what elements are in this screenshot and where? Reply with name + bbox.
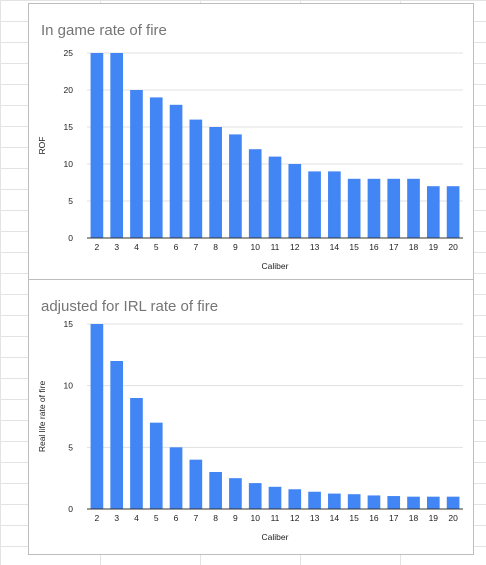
- x-tick-label: 18: [409, 242, 419, 252]
- x-tick-label: 6: [174, 242, 179, 252]
- x-tick-label: 5: [154, 242, 159, 252]
- x-tick-label: 3: [114, 242, 119, 252]
- bar-18[interactable]: [407, 178, 420, 238]
- bar-6[interactable]: [169, 447, 183, 509]
- y-tick-label: 0: [68, 504, 73, 514]
- x-tick-label: 2: [95, 513, 100, 523]
- x-tick-label: 11: [271, 513, 280, 523]
- bar-9[interactable]: [229, 478, 242, 509]
- y-tick-label: 10: [64, 381, 74, 391]
- bar-3[interactable]: [110, 53, 124, 238]
- x-tick-label: 14: [330, 513, 340, 523]
- bar-6[interactable]: [169, 104, 183, 238]
- y-axis-title: Real life rate of fire: [37, 381, 47, 453]
- x-axis-title: Caliber: [262, 261, 289, 271]
- x-tick-label: 7: [193, 513, 198, 523]
- x-tick-label: 2: [95, 242, 100, 252]
- bar-chart-rof: 0 5 10 15 20 25 2 3 4 5 6 7 8 9 10 11 12 13 14 15 16 17 18 19 20…: [37, 48, 463, 271]
- x-tick-label: 13: [310, 242, 320, 252]
- chart-title: In game rate of fire: [41, 22, 167, 39]
- bar-15[interactable]: [347, 178, 361, 238]
- bar-3[interactable]: [110, 361, 124, 509]
- bar-10[interactable]: [248, 149, 262, 238]
- bar-8[interactable]: [209, 472, 222, 509]
- bar-20[interactable]: [446, 186, 460, 238]
- bar-8[interactable]: [209, 127, 222, 238]
- bar-4[interactable]: [130, 90, 143, 238]
- x-tick-label: 17: [389, 513, 399, 523]
- x-tick-label: 15: [349, 513, 359, 523]
- y-axis-title: ROF: [37, 137, 47, 155]
- bar-13[interactable]: [308, 171, 321, 238]
- y-tick-label: 25: [64, 48, 74, 58]
- y-tick-label: 10: [64, 159, 74, 169]
- x-tick-label: 19: [429, 242, 439, 252]
- x-tick-label: 8: [213, 513, 218, 523]
- bar-12[interactable]: [288, 164, 302, 238]
- x-tick-label: 7: [193, 242, 198, 252]
- x-tick-label: 13: [310, 513, 320, 523]
- x-tick-label: 4: [134, 513, 139, 523]
- x-tick-label: 20: [448, 513, 458, 523]
- bar-17[interactable]: [387, 178, 401, 238]
- bar-19[interactable]: [426, 496, 440, 509]
- x-tick-label: 16: [369, 513, 379, 523]
- bar-9[interactable]: [229, 134, 242, 238]
- bar-12[interactable]: [288, 489, 302, 509]
- x-tick-label: 14: [330, 242, 340, 252]
- x-tick-label: 20: [448, 242, 458, 252]
- bar-14[interactable]: [328, 171, 341, 238]
- bar-16[interactable]: [367, 178, 381, 238]
- bar-16[interactable]: [367, 495, 381, 509]
- x-axis-title: Caliber: [262, 532, 289, 542]
- bar-14[interactable]: [328, 493, 341, 509]
- x-tick-label: 12: [290, 513, 300, 523]
- x-tick-label: 4: [134, 242, 139, 252]
- y-tick-label: 15: [64, 122, 74, 132]
- bar-19[interactable]: [426, 186, 440, 238]
- y-tick-label: 5: [68, 442, 73, 452]
- bar-5[interactable]: [149, 422, 163, 509]
- bar-15[interactable]: [347, 494, 361, 509]
- bar-2[interactable]: [90, 53, 104, 238]
- bar-5[interactable]: [149, 97, 163, 239]
- x-tick-label: 3: [114, 513, 119, 523]
- x-tick-label: 19: [429, 513, 439, 523]
- x-tick-label: 12: [290, 242, 300, 252]
- x-tick-label: 9: [233, 242, 238, 252]
- y-tick-label: 5: [68, 196, 73, 206]
- bar-10[interactable]: [248, 483, 262, 509]
- bar-chart-irl-rof: 0 5 10 15 2 3 4 5 6 7 8 9 10 11 12 13 14 15 16 17 18 19 20 Cali…: [37, 319, 463, 542]
- chart-panel-irl-rof[interactable]: adjusted for IRL rate of fire 0 5 10 15 2 3 4 5…: [28, 279, 474, 555]
- bar-11[interactable]: [268, 486, 282, 509]
- x-tick-label: 9: [233, 513, 238, 523]
- x-tick-label: 10: [250, 513, 260, 523]
- bar-7[interactable]: [189, 459, 203, 509]
- bar-7[interactable]: [189, 119, 203, 238]
- y-tick-label: 0: [68, 233, 73, 243]
- x-tick-label: 6: [174, 513, 179, 523]
- x-tick-label: 11: [271, 242, 280, 252]
- x-tick-label: 16: [369, 242, 379, 252]
- bar-11[interactable]: [268, 156, 282, 238]
- bar-20[interactable]: [446, 496, 460, 509]
- bar-18[interactable]: [407, 496, 420, 509]
- bar-13[interactable]: [308, 491, 321, 509]
- x-tick-label: 10: [250, 242, 260, 252]
- bar-2[interactable]: [90, 324, 104, 509]
- y-tick-label: 20: [64, 85, 74, 95]
- x-tick-label: 8: [213, 242, 218, 252]
- x-tick-label: 15: [349, 242, 359, 252]
- chart-panel-rof[interactable]: In game rate of fire 0 5 10 15 20 25 2 3 4 5 6 7 8 9 1…: [28, 3, 474, 280]
- x-tick-label: 18: [409, 513, 419, 523]
- x-tick-label: 17: [389, 242, 399, 252]
- y-tick-label: 15: [64, 319, 74, 329]
- bar-17[interactable]: [387, 496, 401, 509]
- bar-4[interactable]: [130, 398, 143, 509]
- chart-title: adjusted for IRL rate of fire: [41, 298, 219, 315]
- x-tick-label: 5: [154, 513, 159, 523]
